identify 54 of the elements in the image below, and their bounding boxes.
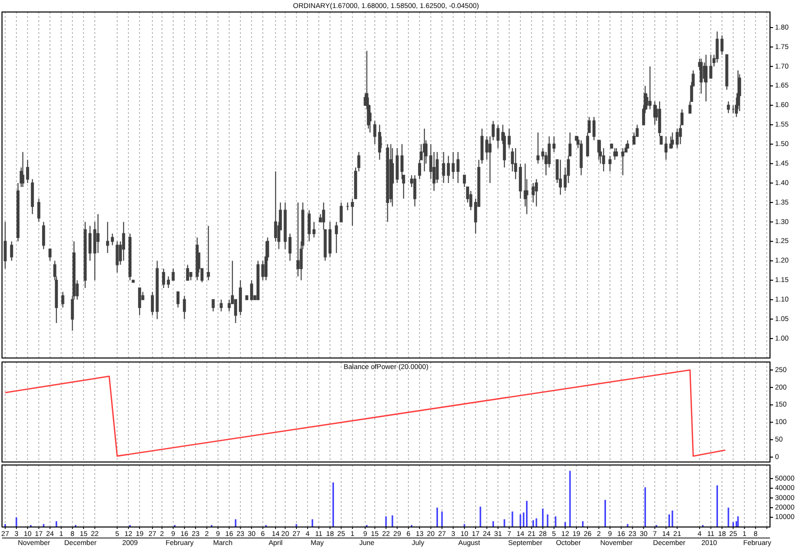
candlestick	[621, 148, 624, 176]
candlestick	[716, 30, 719, 64]
candlestick	[4, 221, 7, 270]
candlestick	[514, 148, 518, 180]
candlestick	[534, 178, 538, 207]
candlestick	[48, 248, 52, 262]
candlestick	[700, 58, 703, 94]
candlestick	[648, 66, 652, 110]
candlestick	[186, 264, 190, 281]
candlestick	[532, 182, 535, 203]
candlestick	[88, 225, 92, 262]
candlestick	[206, 225, 210, 281]
candlestick	[30, 178, 34, 215]
candlestick	[106, 221, 110, 254]
candlestick	[340, 202, 343, 222]
candlestick	[212, 299, 215, 312]
candlestick	[456, 151, 460, 184]
candlestick	[122, 221, 126, 262]
candlestick	[580, 140, 583, 176]
candlestick	[220, 299, 223, 312]
candlestick	[328, 221, 332, 258]
candlestick	[296, 202, 300, 277]
candlestick	[288, 233, 292, 262]
candlestick	[308, 210, 311, 242]
line-series	[4, 369, 726, 457]
candlestick	[720, 34, 724, 56]
candlestick	[84, 221, 87, 289]
candlestick	[42, 221, 46, 250]
candlestick	[709, 54, 712, 79]
candlestick	[334, 221, 338, 254]
candlestick	[536, 132, 540, 164]
candlestick	[552, 136, 556, 152]
candlestick	[664, 136, 668, 160]
candlestick	[608, 155, 612, 172]
candlestick	[182, 295, 186, 320]
candlestick	[346, 202, 350, 211]
candlestick	[626, 140, 630, 149]
candlestick	[386, 144, 390, 222]
candlestick	[176, 291, 180, 308]
candlestick	[37, 198, 40, 222]
candlestick	[238, 280, 242, 316]
candlestick	[442, 151, 446, 184]
candlestick	[138, 288, 142, 316]
candlestick	[704, 54, 708, 102]
candlestick	[592, 116, 596, 141]
candlestick	[496, 124, 500, 149]
candlestick	[312, 221, 316, 238]
candlestick	[61, 291, 64, 308]
candlestick	[162, 268, 166, 289]
candlestick	[110, 233, 114, 246]
candlestick	[726, 100, 730, 114]
candlestick	[413, 174, 416, 207]
candlestick	[10, 240, 14, 262]
candlestick	[116, 240, 119, 273]
